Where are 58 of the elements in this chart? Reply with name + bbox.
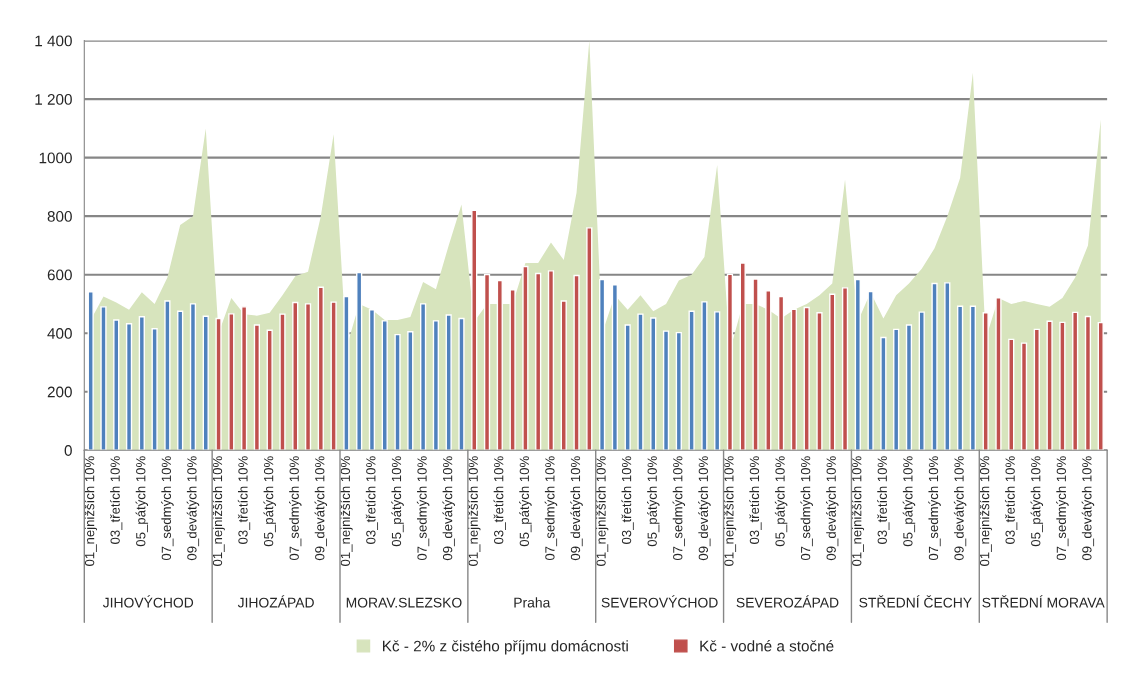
x-tick-label: 01_nejnižších 10% bbox=[468, 456, 481, 566]
x-tick-label: 07_sedmých 10% bbox=[544, 456, 558, 561]
y-tick-label: 0 bbox=[64, 445, 72, 456]
x-tick-label: 01_nejnižších 10% bbox=[979, 456, 992, 566]
x-tick-label: 09_devátých 10% bbox=[570, 456, 583, 561]
text: JIHOVÝCHOD bbox=[102, 595, 194, 608]
x-tick-label: 09_devátých 10% bbox=[1081, 456, 1095, 561]
x-tick-label: 07_sedmých 10% bbox=[928, 456, 941, 561]
x-tick-label: 05_pátých 10% bbox=[1030, 456, 1044, 547]
x-tick-label: 05_pátých 10% bbox=[774, 456, 788, 547]
y-tick-label: 200 bbox=[47, 386, 72, 398]
x-tick-label: 01_nejnižších 10% bbox=[84, 456, 97, 566]
x-tick-label: 09_devátých 10% bbox=[698, 456, 711, 561]
y-tick-label: 1 400 bbox=[35, 35, 72, 47]
x-tick-label: 03_třetích 10% bbox=[365, 456, 379, 544]
text: STŘEDNÍ MORAVA bbox=[982, 595, 1105, 608]
x-tick-label: 01_nejnižších 10% bbox=[212, 456, 225, 566]
x-tick-label: 01_nejnižších 10% bbox=[851, 456, 865, 566]
x-tick-label: 01_nejnižších 10% bbox=[723, 456, 737, 566]
y-tick-label: 400 bbox=[47, 328, 72, 339]
legend-label: Kč - vodné a stočné bbox=[700, 640, 834, 652]
text: STŘEDNÍ ČECHY bbox=[859, 595, 972, 608]
x-tick-label: 09_devátých 10% bbox=[314, 456, 328, 561]
x-tick-label: 01_nejnižších 10% bbox=[340, 456, 353, 566]
x-tick-label: 03_třetích 10% bbox=[109, 456, 123, 544]
x-tick-label: 07_sedmých 10% bbox=[800, 456, 813, 561]
x-tick-label: 05_pátých 10% bbox=[391, 456, 404, 547]
y-tick-label: 800 bbox=[47, 211, 72, 222]
x-tick-label: 09_devátých 10% bbox=[953, 456, 967, 561]
x-tick-label: 07_sedmých 10% bbox=[289, 456, 302, 561]
text: SEVEROVÝCHOD bbox=[601, 595, 718, 608]
x-tick-label: 03_třetích 10% bbox=[621, 456, 634, 544]
x-tick-label: 03_třetích 10% bbox=[237, 456, 251, 544]
x-tick-label: 03_třetích 10% bbox=[749, 456, 762, 544]
x-tick-label: 03_třetích 10% bbox=[877, 456, 890, 544]
x-tick-label: 05_pátých 10% bbox=[263, 456, 276, 547]
text: SEVEROZÁPAD bbox=[736, 595, 839, 608]
x-tick-label: 09_devátých 10% bbox=[826, 456, 839, 561]
x-tick-label: 07_sedmých 10% bbox=[416, 456, 430, 561]
y-tick-label: 1 200 bbox=[35, 94, 72, 105]
text: Praha bbox=[514, 597, 551, 608]
x-tick-label: 07_sedmých 10% bbox=[1056, 456, 1069, 561]
legend-label: Kč - 2% z čistého příjmu domácnosti bbox=[383, 640, 628, 655]
x-tick-label: 05_pátých 10% bbox=[135, 456, 149, 547]
x-tick-label: 09_devátých 10% bbox=[442, 456, 455, 561]
x-tick-label: 05_pátých 10% bbox=[902, 456, 916, 547]
text: MORAV.SLEZSKO bbox=[346, 597, 462, 608]
x-tick-label: 03_třetích 10% bbox=[493, 456, 506, 544]
y-tick-label: 1000 bbox=[39, 152, 72, 164]
y-tick-label: 600 bbox=[47, 269, 72, 281]
text: JIHOZÁPAD bbox=[237, 595, 314, 608]
x-tick-label: 01_nejnižších 10% bbox=[595, 456, 609, 566]
x-tick-label: 03_třetích 10% bbox=[1004, 456, 1018, 544]
x-tick-label: 05_pátých 10% bbox=[519, 456, 532, 547]
x-tick-label: 09_devátých 10% bbox=[186, 456, 200, 561]
x-tick-label: 07_sedmých 10% bbox=[672, 456, 686, 561]
x-tick-label: 07_sedmých 10% bbox=[161, 456, 174, 561]
x-tick-label: 05_pátých 10% bbox=[647, 456, 660, 547]
